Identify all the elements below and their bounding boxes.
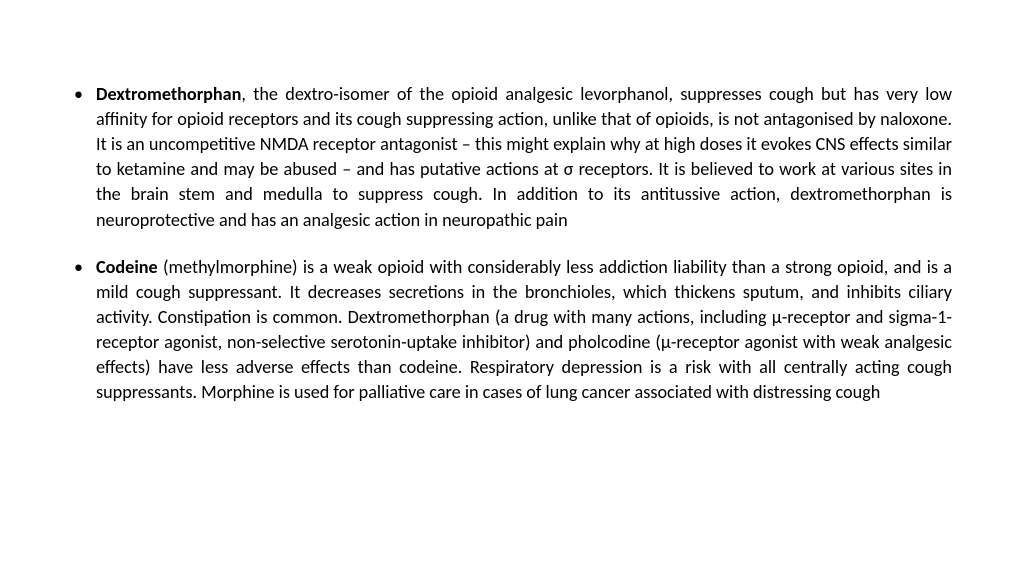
bullet-item: Dextromethorphan, the dextro-isomer of t… (72, 82, 952, 233)
bullet-list: Dextromethorphan, the dextro-isomer of t… (72, 82, 952, 405)
bullet-bold-lead: Codeine (96, 256, 158, 278)
bullet-text: , the dextro-isomer of the opioid analge… (96, 83, 952, 231)
bullet-bold-lead: Dextromethorphan (96, 83, 241, 105)
slide-body: Dextromethorphan, the dextro-isomer of t… (0, 0, 1024, 576)
bullet-item: Codeine (methylmorphine) is a weak opioi… (72, 255, 952, 406)
bullet-text: (methylmorphine) is a weak opioid with c… (96, 256, 952, 404)
